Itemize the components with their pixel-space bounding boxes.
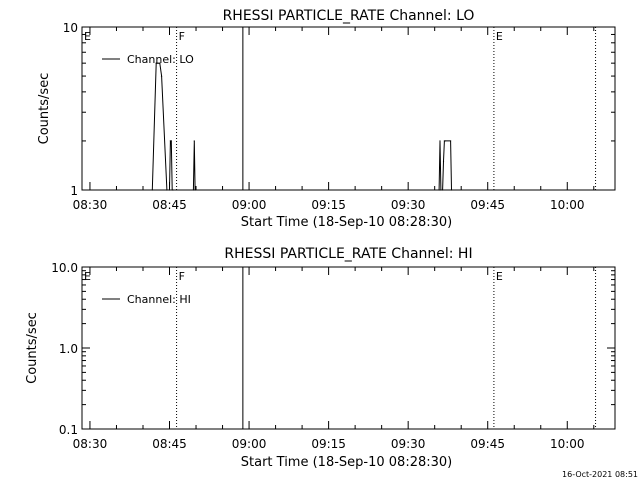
x-tick-label: 09:00 bbox=[232, 437, 267, 451]
data-point bbox=[450, 189, 453, 191]
chart-panel-1: RHESSI PARTICLE_RATE Channel: LO 08:30 08:… bbox=[37, 8, 616, 230]
x-axis-label: Start Time (18-Sep-10 08:28:30) bbox=[241, 215, 452, 230]
event-marker-label: E bbox=[496, 30, 503, 43]
x-tick-label: 09:30 bbox=[391, 198, 426, 212]
data-point bbox=[155, 62, 157, 64]
data-point bbox=[170, 140, 172, 142]
chart-panel-2: RHESSI PARTICLE_RATE Channel: HI 08:30 08:… bbox=[25, 246, 616, 470]
data-point bbox=[169, 140, 171, 142]
y-tick-label: 1.0 bbox=[59, 342, 78, 356]
data-point bbox=[442, 189, 444, 191]
data-point bbox=[438, 189, 440, 191]
event-marker-label: E bbox=[84, 30, 91, 43]
data-point bbox=[449, 140, 452, 142]
x-tick-label: 09:15 bbox=[311, 437, 346, 451]
data-point bbox=[440, 189, 442, 191]
data-point bbox=[192, 189, 194, 191]
chart-title: RHESSI PARTICLE_RATE Channel: LO bbox=[223, 8, 475, 24]
y-tick-label: 10 bbox=[63, 21, 78, 35]
data-point bbox=[157, 62, 159, 64]
event-marker-label: E bbox=[496, 270, 503, 283]
y-axis-label: Counts/sec bbox=[37, 73, 52, 145]
data-point bbox=[151, 189, 153, 191]
y-tick-label: 1 bbox=[70, 184, 78, 198]
plot-frame bbox=[81, 266, 616, 430]
x-tick-label: 09:45 bbox=[470, 198, 505, 212]
x-tick-label: 08:30 bbox=[73, 198, 108, 212]
event-marker-label: F bbox=[179, 270, 185, 283]
series-line bbox=[151, 62, 452, 191]
x-tick-label: 08:45 bbox=[152, 437, 187, 451]
data-point bbox=[442, 160, 445, 162]
chart-title: RHESSI PARTICLE_RATE Channel: HI bbox=[224, 246, 472, 262]
event-marker-label: E bbox=[84, 270, 91, 283]
x-axis-label: Start Time (18-Sep-10 08:28:30) bbox=[241, 455, 452, 470]
y-tick-label: 10.0 bbox=[51, 261, 78, 275]
y-axis-label: Counts/sec bbox=[25, 312, 40, 384]
data-point bbox=[194, 189, 196, 191]
legend-label: Channel: LO bbox=[127, 53, 194, 66]
timestamp-stamp: 16-Oct-2021 08:51 bbox=[562, 470, 638, 479]
x-tick-label: 08:30 bbox=[73, 437, 108, 451]
data-point bbox=[193, 140, 195, 142]
x-tick-label: 09:00 bbox=[232, 198, 267, 212]
x-tick-label: 08:45 bbox=[152, 198, 187, 212]
x-tick-label: 10:00 bbox=[550, 198, 585, 212]
x-tick-label: 09:30 bbox=[391, 437, 426, 451]
data-point bbox=[439, 140, 441, 142]
data-point bbox=[166, 189, 168, 191]
event-marker-label: F bbox=[179, 30, 185, 43]
y-tick-label: 0.1 bbox=[59, 423, 78, 437]
legend-label: Channel: HI bbox=[127, 293, 191, 306]
data-point bbox=[168, 189, 171, 191]
data-point bbox=[171, 189, 173, 191]
x-tick-label: 10:00 bbox=[550, 437, 585, 451]
data-point bbox=[443, 140, 446, 142]
data-point bbox=[160, 75, 163, 77]
data-point bbox=[159, 62, 161, 64]
x-tick-label: 09:15 bbox=[311, 198, 346, 212]
plot-frame bbox=[81, 26, 616, 191]
x-tick-label: 09:45 bbox=[470, 437, 505, 451]
data-point bbox=[444, 140, 446, 142]
data-point bbox=[172, 189, 174, 191]
